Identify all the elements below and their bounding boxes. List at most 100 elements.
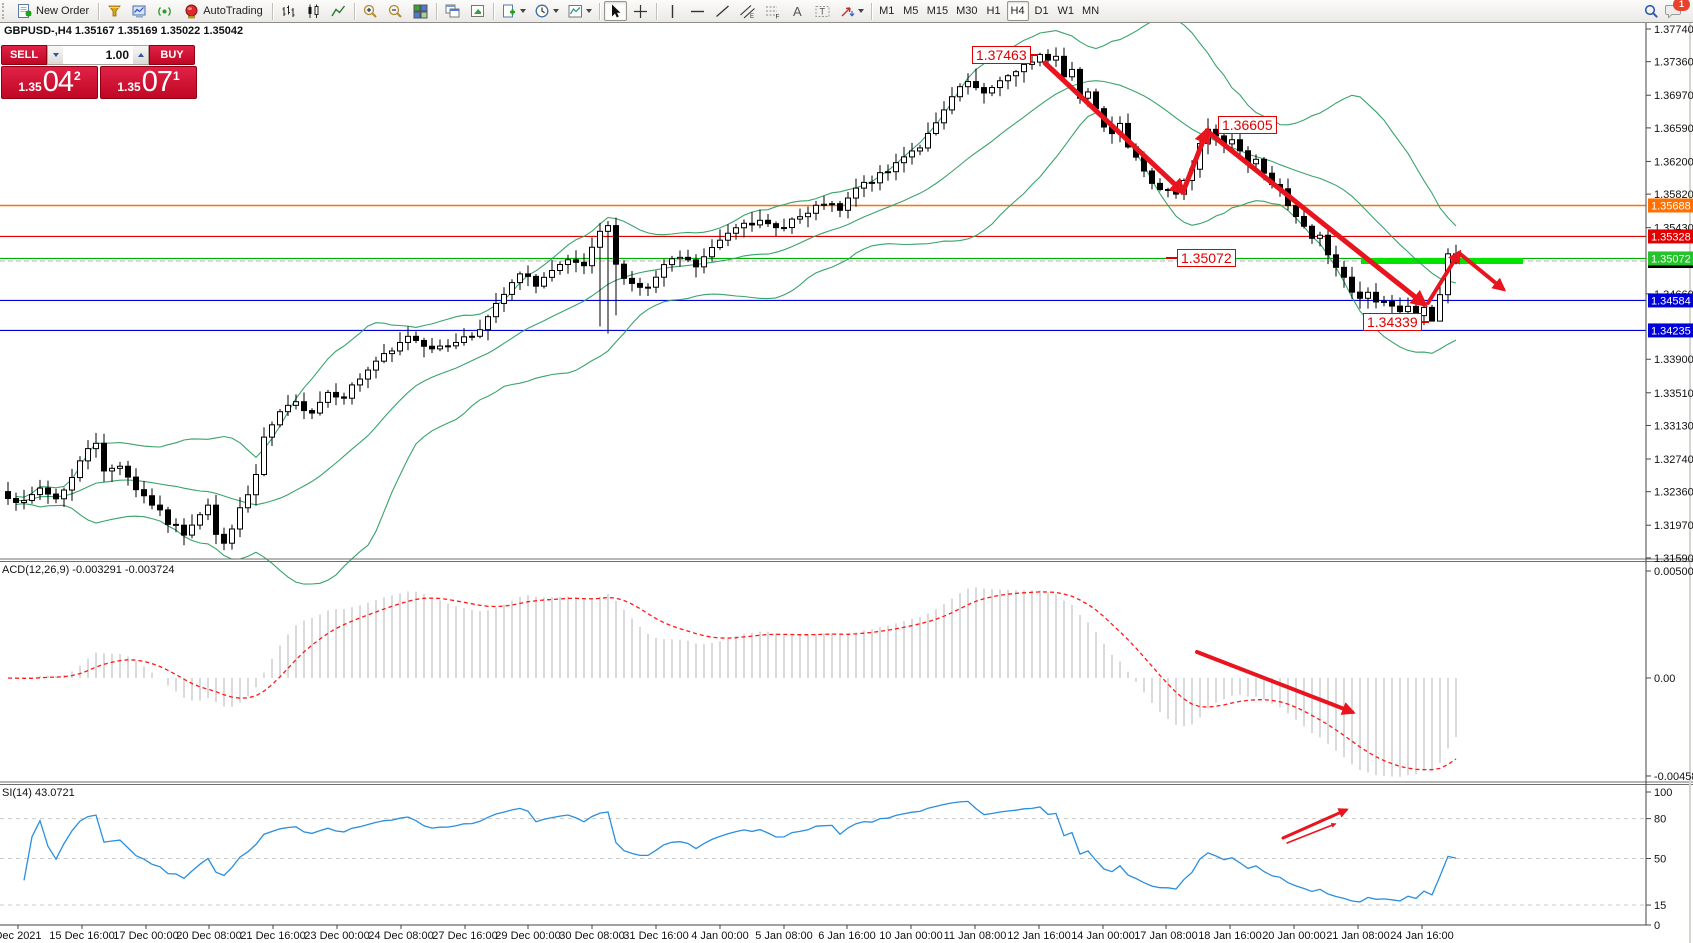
- zoom-out-button[interactable]: [384, 1, 407, 21]
- timeframe-h1-button[interactable]: H1: [986, 5, 1001, 17]
- clock-icon: [535, 4, 549, 17]
- svg-text:1.37740: 1.37740: [1654, 24, 1693, 36]
- autotrading-icon: [185, 4, 198, 18]
- market-watch-button[interactable]: [103, 1, 126, 21]
- svg-text:24 Jan 16:00: 24 Jan 16:00: [1390, 930, 1454, 942]
- timeframe-mn-button[interactable]: MN: [1082, 5, 1100, 17]
- svg-text:1.35820: 1.35820: [1654, 189, 1693, 201]
- crosshair-icon: [633, 4, 647, 18]
- sell-price-box[interactable]: 1.35 04 2: [1, 66, 98, 99]
- notifications-button[interactable]: 1: [1664, 0, 1690, 20]
- svg-text:27 Dec 16:00: 27 Dec 16:00: [432, 930, 497, 942]
- channel-tool[interactable]: E: [736, 1, 759, 21]
- svg-text:14 Jan 00:00: 14 Jan 00:00: [1071, 930, 1135, 942]
- svg-text:0: 0: [1654, 920, 1660, 932]
- bar-chart-icon: [282, 5, 295, 17]
- fibonacci-icon: F: [765, 6, 779, 20]
- svg-text:80: 80: [1654, 814, 1666, 826]
- svg-text:18 Jan 16:00: 18 Jan 16:00: [1198, 930, 1262, 942]
- new-order-button[interactable]: New Order: [11, 1, 94, 21]
- volume-input[interactable]: [63, 46, 133, 64]
- new-chart-caret: [519, 9, 526, 13]
- timeframe-w1-button[interactable]: W1: [1057, 5, 1075, 17]
- timeframe-m5-button[interactable]: M5: [903, 5, 919, 17]
- text-label-icon: T: [815, 5, 830, 17]
- candlestick-button[interactable]: [302, 1, 325, 21]
- vertical-line-tool[interactable]: [661, 1, 684, 21]
- svg-text:11 Jan 08:00: 11 Jan 08:00: [944, 930, 1007, 942]
- sell-price-point: 2: [73, 69, 81, 83]
- svg-text:1.35328: 1.35328: [1651, 231, 1691, 243]
- volume-increase-button[interactable]: [133, 46, 148, 64]
- equidistant-channel-icon: E: [739, 4, 755, 20]
- svg-text:1.31590: 1.31590: [1654, 553, 1693, 565]
- templates-button[interactable]: [564, 1, 595, 21]
- svg-text:17 Jan 08:00: 17 Jan 08:00: [1134, 930, 1198, 942]
- charts-cascade-button[interactable]: [441, 1, 464, 21]
- horizontal-line-tool[interactable]: [686, 1, 709, 21]
- zoom-out-icon: [388, 4, 402, 18]
- arrows-tool[interactable]: [836, 1, 867, 21]
- timeframe-m30-button[interactable]: M30: [956, 5, 978, 17]
- svg-text:1.36200: 1.36200: [1654, 156, 1693, 168]
- tile-windows-button[interactable]: [409, 1, 432, 21]
- svg-text:24 Dec 08:00: 24 Dec 08:00: [368, 930, 433, 942]
- text-label-tool[interactable]: T: [811, 1, 834, 21]
- one-click-trade-panel: SELL BUY 1.35 04 2 1.35 07 1: [1, 45, 197, 99]
- svg-text:1.34584: 1.34584: [1651, 295, 1691, 307]
- search-button[interactable]: [1640, 1, 1663, 21]
- vertical-line-icon: [671, 4, 673, 18]
- svg-text:0.005004: 0.005004: [1654, 566, 1693, 578]
- autotrading-button[interactable]: AutoTrading: [178, 1, 268, 21]
- triangle-up-icon: [137, 53, 144, 57]
- periods-button[interactable]: [531, 1, 562, 21]
- signal-broadcast-icon: [158, 6, 171, 16]
- crosshair-tool-button[interactable]: [629, 1, 652, 21]
- svg-text:1.34235: 1.34235: [1651, 325, 1691, 337]
- svg-text:15 Dec 16:00: 15 Dec 16:00: [49, 930, 114, 942]
- svg-text:17 Dec 00:00: 17 Dec 00:00: [113, 930, 178, 942]
- cascade-windows-icon: [445, 4, 460, 17]
- trendline-tool[interactable]: [711, 1, 734, 21]
- sell-button[interactable]: SELL: [1, 45, 47, 65]
- timeframe-h4-button[interactable]: H4: [1006, 1, 1029, 21]
- zoom-in-button[interactable]: [359, 1, 382, 21]
- buy-price-box[interactable]: 1.35 07 1: [100, 66, 197, 99]
- svg-text:15: 15: [1654, 900, 1666, 912]
- annotation-low-price[interactable]: 1.34339: [1363, 313, 1429, 331]
- cursor-tool-button[interactable]: [603, 1, 627, 21]
- timeframe-d1-button[interactable]: D1: [1034, 5, 1049, 17]
- fibonacci-tool[interactable]: F: [761, 1, 784, 21]
- horizontal-line-icon: [690, 10, 704, 12]
- text-icon: A: [793, 4, 802, 19]
- macd-indicator-label: ACD(12,26,9) -0.003291 -0.003724: [2, 564, 175, 576]
- volume-decrease-button[interactable]: [48, 46, 63, 64]
- triangle-down-icon: [52, 53, 59, 57]
- timeframe-m15-button[interactable]: M15: [926, 5, 949, 17]
- buy-button[interactable]: BUY: [149, 45, 195, 65]
- signals-button[interactable]: [153, 1, 176, 21]
- svg-text:A: A: [793, 4, 802, 19]
- annotation-support-level[interactable]: 1.35072: [1166, 249, 1236, 267]
- new-chart-button[interactable]: [498, 1, 529, 21]
- buy-price-main: 1.35: [117, 80, 141, 94]
- chart-ohlc-title: GBPUSD-,H4 1.35167 1.35169 1.35022 1.350…: [4, 25, 244, 37]
- bar-chart-button[interactable]: [277, 1, 300, 21]
- data-window-icon: [470, 4, 484, 17]
- data-window-button[interactable]: [466, 1, 489, 21]
- svg-text:1.33510: 1.33510: [1654, 388, 1693, 400]
- timeframe-m1-button[interactable]: M1: [879, 5, 895, 17]
- toolbar-grip[interactable]: [2, 3, 7, 19]
- svg-text:1.32740: 1.32740: [1654, 454, 1693, 466]
- annotation-retrace-price[interactable]: 1.36605: [1218, 116, 1277, 134]
- line-chart-button[interactable]: [327, 1, 350, 21]
- svg-text:21 Jan 08:00: 21 Jan 08:00: [1326, 930, 1390, 942]
- svg-text:20 Dec 08:00: 20 Dec 08:00: [176, 930, 241, 942]
- annotation-peak-price[interactable]: 1.37463: [972, 46, 1038, 64]
- expert-advisor-icon: [132, 5, 146, 17]
- text-tool[interactable]: A: [786, 1, 809, 21]
- buy-price-point: 1: [172, 69, 180, 83]
- experts-button[interactable]: [128, 1, 151, 21]
- svg-text:1.31970: 1.31970: [1654, 520, 1693, 532]
